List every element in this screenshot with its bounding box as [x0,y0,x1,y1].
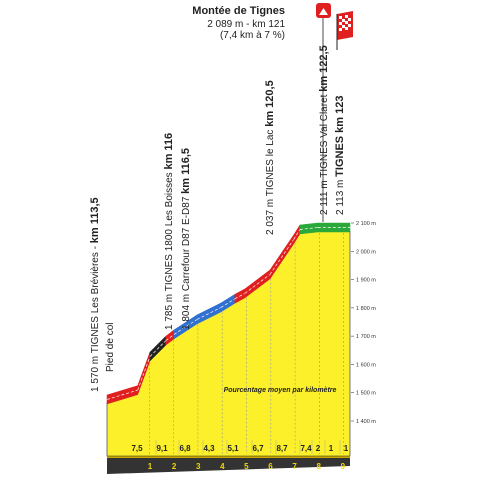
gradient-label: 8,7 [276,444,288,453]
profile-area [106,230,351,457]
gradient-label: 4,3 [203,444,215,453]
y-tick-label: 1 900 m [356,278,376,284]
annotation: 1 785 m TIGNES 1800 Les Boisses km 116 [163,133,175,330]
annotation: Pied de col [105,323,116,372]
band-dash [234,293,246,300]
annotation-text: 1 804 m Carrefour D87 E-D87 [181,194,192,330]
gradient-label: 2 [316,444,321,453]
annotation-km: TIGNES km 123 [334,96,346,177]
annotation-km: km 116 [163,133,175,170]
gradient-label: 1 [344,444,349,453]
y-tick-label: 2 100 m [356,221,376,227]
km-label: 9 [341,462,346,471]
summit-icon [316,3,331,18]
band-dash [137,356,151,391]
annotation-km: km 113,5 [89,197,101,243]
band-dash [149,340,167,357]
annotation-text: 1 785 m TIGNES 1800 Les Boisses [164,170,175,330]
band-dash [165,334,175,341]
annotation-km: km 122,5 [318,45,330,91]
annotation-text: 2 037 m TIGNES le Lac [265,127,276,235]
km-label: 1 [148,462,153,471]
annotation: 1 804 m Carrefour D87 E-D87 km 116,5 [180,148,192,330]
y-tick-label: 1 800 m [356,306,376,312]
y-tick-label: 1 600 m [356,362,376,368]
annotation: 1 570 m TIGNES Les Brévières - km 113,5 [89,197,101,392]
gradient-label: 6,7 [252,444,264,453]
band-dash [106,389,138,400]
km-label: 8 [316,462,321,471]
gradient-label: 1 [329,444,334,453]
gradient-label: 7,5 [131,444,143,453]
chart-title: Montée de Tignes [192,5,285,17]
annotation: 2 111 m TIGNES Val Claret km 122,5 [318,45,330,215]
km-label: 6 [268,462,273,471]
band-dash [269,239,295,275]
y-tick-label: 2 000 m [356,249,376,255]
band-dash [173,319,198,335]
y-tick-label: 1 400 m [356,419,376,425]
y-tick-label: 1 500 m [356,391,376,397]
subtitle: (7,4 km à 7 %) [220,30,285,41]
gradient-label: 6,8 [179,444,191,453]
km-label: 7 [292,462,297,471]
km-label: 5 [244,462,249,471]
gradient-label: 9,1 [156,444,168,453]
plot: 1 400 m 1 500 m 1 600 m 1 700 m 1 800 m 1 900… [89,45,376,474]
finish-flag [336,11,353,50]
band-dash [244,274,271,294]
band-dash [220,298,236,308]
band-dash [196,307,221,320]
annotation-text: 2 111 m TIGNES Val Claret [319,92,330,215]
base [107,456,350,474]
gradient-label: 5,1 [227,444,239,453]
annotation-km: km 116,5 [180,148,192,194]
gradient-label: 7,4 [300,444,312,453]
note: Pourcentage moyen par kilomètre [224,387,337,394]
km-label: 2 [172,462,177,471]
annotation-km: km 120,5 [264,80,276,126]
annotation-text: 2 113 m [335,177,346,215]
annotation: 2 037 m TIGNES le Lac km 120,5 [264,80,276,235]
y-tick-label: 1 700 m [356,334,376,340]
annotation-text: Pied de col [105,323,116,372]
km-label: 3 [196,462,201,471]
annotation: 2 113 m TIGNES km 123 [334,96,346,216]
band-dash [299,227,318,230]
subtitle: 2 089 m - km 121 [207,19,285,30]
slope-segment [299,222,319,235]
band-dash [293,229,301,240]
km-label: 4 [220,462,225,471]
annotation-text: 1 570 m TIGNES Les Brévières - [90,243,101,392]
